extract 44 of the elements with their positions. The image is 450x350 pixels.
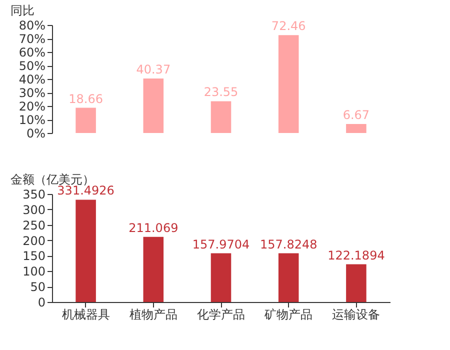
y-axis-title: 金额（亿美元）: [10, 172, 94, 186]
data-label: 122.1894: [328, 248, 385, 262]
y-tick-label: 250: [22, 218, 46, 232]
bar: [143, 78, 164, 133]
data-label: 72.46: [271, 19, 306, 34]
y-tick-label: 80%: [18, 18, 46, 32]
bar: [278, 253, 299, 302]
bar: [346, 124, 366, 133]
y-tick-label: 50: [30, 280, 46, 294]
data-label: 40.37: [136, 62, 171, 76]
y-tick-label: 30%: [18, 86, 46, 100]
y-tick-label: 300: [22, 202, 46, 217]
data-label: 23.55: [204, 85, 238, 100]
y-tick-label: 150: [22, 249, 46, 264]
bar: [76, 108, 96, 133]
y-tick-label: 0%: [26, 126, 46, 140]
x-tick-label: 化学产品: [197, 308, 245, 322]
bar: [143, 236, 164, 302]
x-tick-label: 植物产品: [129, 308, 178, 322]
x-tick-label: 矿物产品: [264, 308, 313, 322]
data-label: 331.4926: [57, 184, 114, 198]
y-tick-label: 50%: [18, 59, 46, 73]
x-tick-label: 机械器具: [62, 308, 110, 322]
y-tick-label: 40%: [18, 72, 46, 86]
data-label: 6.67: [342, 108, 370, 122]
bar: [346, 264, 366, 302]
data-label: 157.9704: [192, 237, 250, 252]
bar: [210, 101, 232, 133]
y-axis-title: 同比: [10, 4, 34, 18]
bar: [210, 253, 232, 302]
y-tick-label: 350: [22, 188, 46, 202]
data-label: 157.8248: [260, 237, 318, 252]
x-tick-label: 运输设备: [332, 308, 380, 322]
y-tick-label: 70%: [18, 32, 46, 46]
y-tick-label: 0: [38, 296, 46, 310]
y-tick-label: 200: [22, 234, 46, 248]
y-tick-label: 60%: [18, 46, 46, 60]
data-label: 18.66: [68, 92, 103, 106]
data-label: 211.069: [128, 220, 178, 235]
bar: [76, 200, 96, 302]
y-tick-label: 20%: [18, 100, 46, 114]
y-tick-label: 100: [22, 264, 46, 279]
bar: [278, 35, 299, 133]
y-tick-label: 10%: [18, 113, 46, 127]
